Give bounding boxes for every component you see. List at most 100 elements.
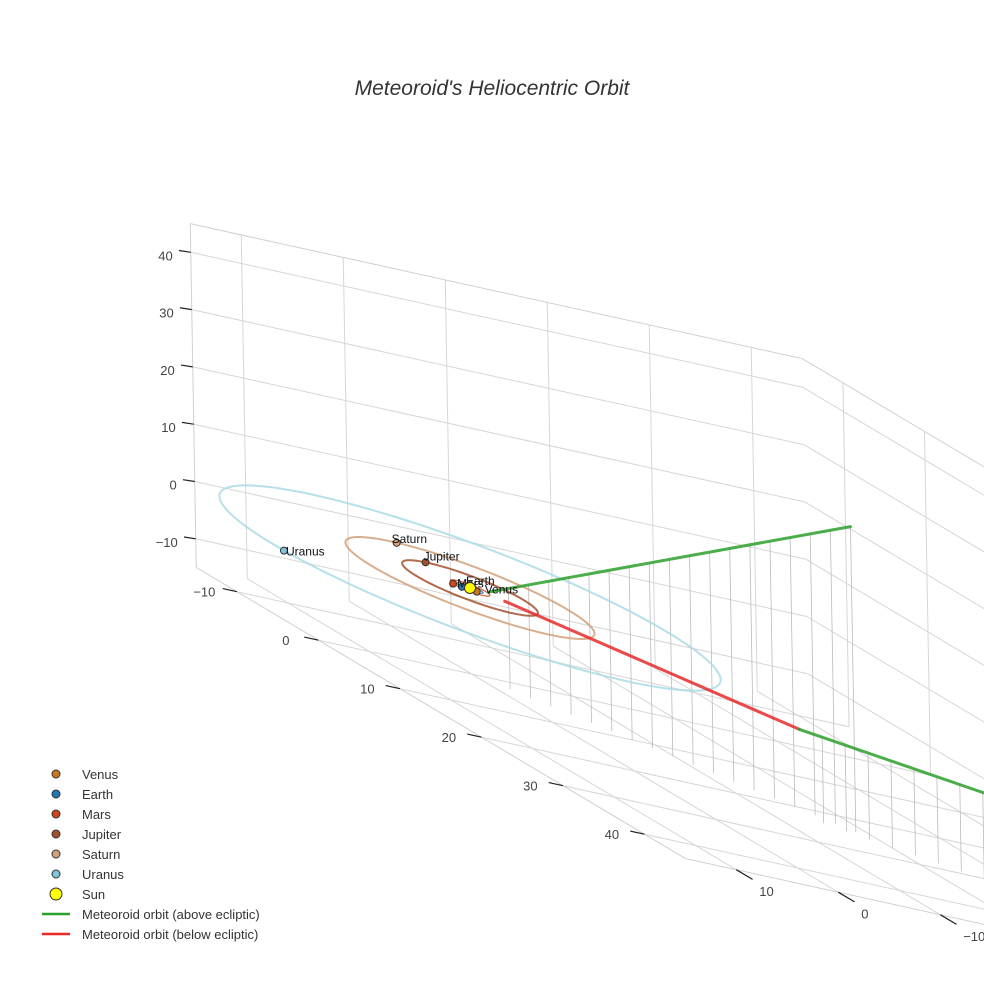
legend-marker [51, 869, 61, 879]
wall-gridline [191, 309, 804, 446]
drop-line [890, 760, 893, 848]
wall-gridline [195, 538, 808, 675]
wall-gridline [924, 431, 931, 776]
legend-marker [51, 769, 61, 779]
box-edge [801, 358, 984, 468]
meteoroid-orbit-above [486, 525, 852, 594]
planet-mars-marker [449, 579, 458, 588]
box-edge [190, 223, 803, 360]
drop-line [769, 541, 775, 799]
legend-label: Earth [82, 787, 113, 802]
z-tick-mark [181, 421, 194, 425]
drop-line [568, 577, 572, 715]
planet-jupiter-label: Jupiter [424, 549, 460, 563]
drop-line [982, 792, 984, 880]
drop-line [508, 588, 511, 690]
drop-line [867, 752, 870, 840]
floor-gridline [654, 668, 984, 865]
wall-gridline [342, 257, 350, 602]
z-tick-mark [178, 249, 191, 253]
z-tick-mark [179, 307, 192, 311]
legend-label: Meteoroid orbit (above ecliptic) [82, 907, 260, 922]
x-tick-label: 40 [605, 827, 619, 842]
legend-label: Jupiter [82, 827, 122, 842]
drop-line [749, 544, 755, 791]
drop-line [628, 566, 633, 740]
drop-line [608, 570, 613, 732]
floor-gridline [481, 736, 984, 849]
wall-gridline [194, 481, 807, 617]
wall-gridline [803, 444, 984, 553]
legend-label: Sun [82, 887, 105, 902]
wall-gridline [807, 673, 984, 780]
wall-gridline [750, 347, 758, 692]
wall-gridline [802, 386, 984, 496]
meteoroid-trajectory [486, 525, 984, 795]
box-edge [189, 223, 197, 568]
y-tick-mark [837, 891, 855, 903]
legend: Venus Earth Mars Jupiter Saturn Uranus Sun Mete… [42, 767, 260, 942]
wall-gridline [190, 251, 803, 388]
z-tick-label: 30 [159, 306, 173, 321]
z-tick-mark [182, 479, 195, 483]
x-tick-label: 20 [442, 730, 456, 745]
y-tick-label: 10 [759, 884, 773, 899]
legend-marker [49, 887, 63, 901]
z-tick-label: −10 [156, 535, 178, 550]
wall-gridline [805, 558, 984, 666]
drop-line [829, 530, 836, 824]
wall-gridline [193, 423, 806, 560]
x-tick-label: −10 [193, 585, 215, 600]
legend-marker [51, 789, 61, 799]
x-tick-mark [548, 781, 564, 787]
z-tick-label: 20 [160, 363, 174, 378]
legend-marker [51, 809, 61, 819]
floor-gridline [246, 578, 737, 871]
planet-venus-label: Venus [485, 583, 518, 597]
legend-label: Saturn [82, 847, 120, 862]
drop-line [548, 581, 552, 707]
drop-line [729, 548, 735, 782]
drop-line [959, 784, 962, 872]
wall-gridline [444, 279, 452, 624]
y-tick-label: 0 [861, 907, 868, 922]
floor-gridline [318, 639, 931, 776]
drop-line [668, 559, 674, 757]
z-tick-mark [183, 536, 196, 540]
planet-saturn-marker [392, 538, 401, 547]
drop-line [709, 552, 714, 774]
planet-saturn-label: Saturn [392, 532, 427, 546]
z-tick-mark [180, 364, 193, 368]
wall-gridline [842, 382, 850, 727]
drop-line [809, 533, 816, 816]
planet-jupiter-marker [421, 558, 430, 567]
planet-uranus-label: Uranus [286, 545, 325, 559]
box-edge [685, 857, 984, 925]
wall-gridline [804, 501, 984, 610]
floor-gridline [552, 645, 984, 904]
x-tick-mark [304, 636, 319, 641]
z-tick-label: 40 [158, 248, 172, 263]
legend-marker [51, 849, 61, 859]
floor-gridline [562, 785, 984, 880]
z-tick-label: 10 [161, 420, 175, 435]
x-tick-label: 0 [282, 633, 289, 648]
y-tick-mark [939, 914, 957, 925]
wall-gridline [240, 234, 248, 579]
drop-line [789, 537, 796, 807]
legend-label: Mars [82, 807, 111, 822]
x-tick-mark [222, 587, 238, 593]
x-tick-mark [385, 684, 401, 690]
drop-line [689, 555, 694, 765]
axis-grid [189, 223, 984, 925]
floor-gridline [348, 600, 839, 893]
meteoroid-orbit-below [503, 599, 801, 731]
wall-gridline [648, 324, 656, 669]
y-tick-mark [735, 869, 753, 880]
drop-line [844, 745, 848, 832]
floor-gridline [644, 833, 984, 910]
legend-label: Venus [82, 767, 119, 782]
chart-title: Meteoroid's Heliocentric Orbit [355, 77, 631, 100]
orbit-path [344, 536, 596, 640]
